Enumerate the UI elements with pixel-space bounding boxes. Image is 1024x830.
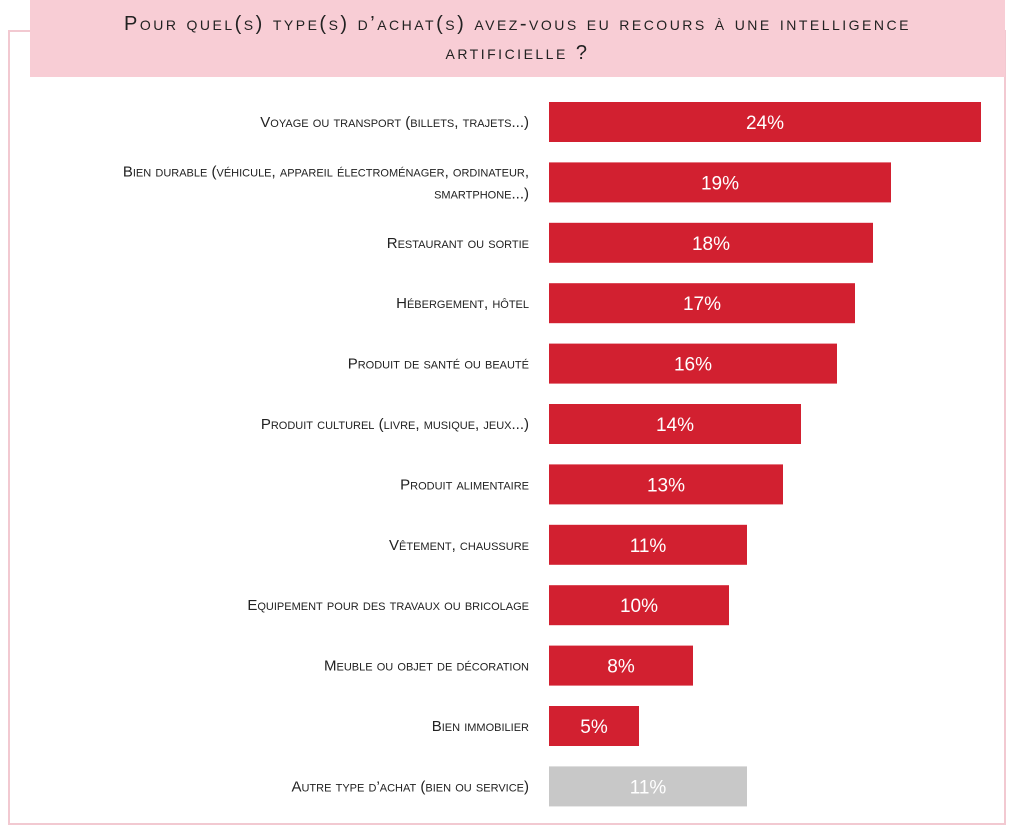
bar (549, 524, 747, 565)
category-label: Autre type d’achat (bien ou service) (291, 778, 529, 795)
value-label: 18% (692, 234, 730, 255)
value-label: 11% (630, 777, 667, 798)
value-label: 11% (630, 536, 667, 557)
bar (549, 222, 873, 263)
value-label: 17% (683, 294, 721, 315)
value-label: 16% (674, 355, 712, 376)
bar (549, 102, 981, 142)
category-label: Bien durable (véhicule, appareil électro… (123, 163, 529, 202)
value-label: 14% (656, 415, 694, 436)
bar (549, 162, 891, 203)
value-label: 19% (701, 173, 739, 194)
category-label: Meuble ou objet de décoration (324, 658, 529, 675)
bar (549, 645, 693, 686)
category-label: Produit alimentaire (400, 476, 529, 493)
bar (549, 343, 837, 384)
value-label: 24% (746, 113, 784, 134)
bar (549, 404, 801, 444)
title-banner: Pour quel(s) type(s) d’achat(s) avez-vou… (30, 0, 1005, 77)
bar (549, 464, 783, 505)
value-label: 8% (607, 657, 635, 678)
value-label: 13% (647, 475, 685, 496)
category-label: Produit culturel (livre, musique, jeux..… (261, 416, 529, 433)
bar (549, 706, 639, 746)
category-label: Bien immobilier (432, 718, 529, 735)
value-label: 5% (580, 717, 608, 738)
value-label: 10% (620, 596, 658, 617)
category-label: Produit de santé ou beauté (348, 356, 529, 373)
category-label: Equipement pour des travaux ou bricolage (247, 597, 529, 614)
chart-title: Pour quel(s) type(s) d’achat(s) avez-vou… (124, 12, 911, 64)
category-label: Hébergement, hôtel (396, 295, 529, 312)
bar (549, 585, 729, 626)
category-label: Vêtement, chaussure (389, 537, 529, 554)
category-label: Voyage ou transport (billets, trajets...… (260, 114, 529, 131)
bar (549, 766, 747, 807)
bar (549, 283, 855, 324)
category-label: Restaurant ou sortie (387, 235, 529, 252)
